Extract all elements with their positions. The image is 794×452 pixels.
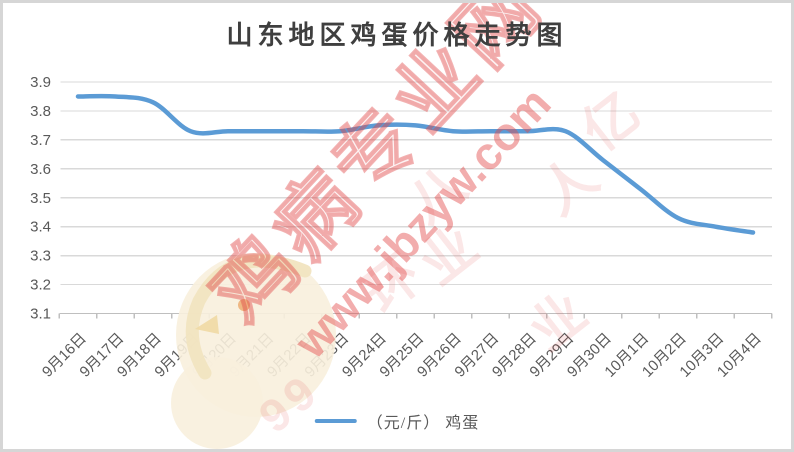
y-axis-label: 3.6	[30, 161, 51, 178]
y-axis-labels: 3.9 3.8 3.7 3.6 3.5 3.4 3.3 3.2 3.1	[30, 74, 51, 323]
watermark-faint-char: 亿	[571, 82, 650, 163]
y-axis-label: 3.1	[30, 306, 51, 323]
y-axis-label: 3.8	[30, 103, 51, 120]
y-axis-label: 3.4	[30, 219, 51, 236]
y-axis-label: 3.3	[30, 248, 51, 265]
x-axis	[58, 312, 773, 319]
rooster-logo-icon	[171, 253, 336, 449]
y-axis-label: 3.7	[30, 132, 51, 149]
price-line	[75, 93, 756, 235]
line-chart-plot: 3.9 3.8 3.7 3.6 3.5 3.4 3.3 3.2 3.1 9月16日9月17日9月1…	[30, 3, 773, 449]
legend-series-label: （元/斤） 鸡蛋	[366, 415, 480, 432]
legend-line-sample	[314, 419, 357, 423]
x-axis-labels: 9月16日9月17日9月18日9月19日9月20日9月21日9月22日9月23日…	[39, 330, 765, 381]
chart-title: 山东地区鸡蛋价格走势图	[226, 21, 568, 50]
y-axis-label: 3.2	[30, 277, 51, 294]
legend: （元/斤） 鸡蛋	[314, 409, 480, 433]
y-axis-label: 3.5	[30, 190, 51, 207]
y-axis-label: 3.9	[30, 74, 51, 91]
